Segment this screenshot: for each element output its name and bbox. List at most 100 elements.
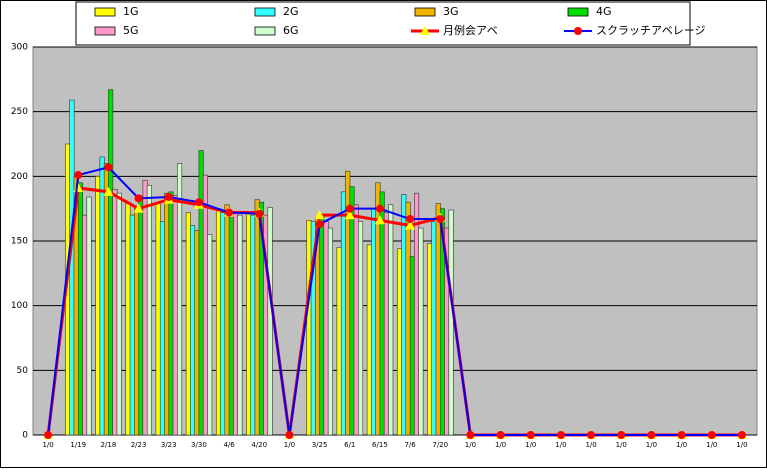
bar [116, 192, 122, 436]
bar [86, 196, 92, 436]
line-marker [405, 220, 416, 230]
bar [215, 208, 222, 436]
legend-label: 月例会アベ [443, 23, 498, 37]
bar [233, 212, 239, 436]
line-marker [314, 210, 325, 220]
legend-label: 5G [123, 24, 139, 37]
y-tick-label: 150 [11, 237, 28, 247]
x-tick-label: 1/0 [736, 441, 747, 449]
x-tick-label: 1/0 [284, 441, 295, 449]
x-tick-label: 7/20 [432, 441, 448, 449]
line-marker [436, 215, 445, 224]
line-marker [526, 431, 535, 439]
bar [353, 204, 359, 436]
bar [112, 188, 118, 436]
bar [190, 225, 196, 436]
line-marker [345, 204, 354, 213]
bar [340, 191, 346, 436]
bar [401, 194, 407, 436]
bar [448, 209, 454, 436]
line-marker [104, 163, 113, 172]
bar [228, 217, 234, 436]
bar [357, 221, 364, 436]
legend-label: 3G [443, 5, 459, 18]
y-tick-label: 0 [22, 431, 28, 441]
bar [172, 195, 178, 436]
y-tick-label: 250 [11, 107, 28, 117]
bar [155, 201, 161, 436]
line-marker [225, 208, 234, 217]
bar [366, 244, 372, 436]
x-tick-label: 1/0 [676, 441, 687, 449]
x-tick-label: 3/25 [312, 441, 328, 449]
line-marker [406, 215, 415, 224]
x-tick-label: 4/6 [223, 441, 235, 449]
line-marker [617, 431, 626, 439]
bar [306, 220, 312, 436]
bar [254, 199, 260, 436]
line-marker [74, 171, 83, 180]
bar [125, 201, 131, 436]
bar [379, 191, 385, 436]
legend-label: 4G [596, 5, 612, 18]
bar [176, 163, 183, 436]
x-tick-label: 3/30 [191, 441, 207, 449]
bar [319, 214, 325, 436]
legend-label: 2G [283, 5, 299, 18]
legend-label: 6G [283, 24, 299, 37]
x-tick-label: 1/0 [616, 441, 627, 449]
bar [396, 248, 403, 436]
bar [383, 212, 389, 436]
line-marker [103, 186, 114, 196]
bar [267, 207, 273, 436]
bar [138, 195, 144, 436]
x-tick-label: 7/6 [404, 441, 416, 449]
bar [405, 201, 411, 436]
bar [250, 214, 256, 436]
bar [198, 150, 204, 436]
line-marker [587, 431, 596, 439]
bar [237, 214, 243, 436]
legend-label: スクラッチアベレージ [596, 24, 706, 37]
x-tick-label: 2/18 [101, 441, 117, 449]
bar [327, 227, 333, 436]
bar [427, 243, 433, 436]
bar [207, 234, 213, 436]
x-tick-label: 1/0 [555, 441, 566, 449]
bar [349, 186, 355, 436]
x-tick-label: 1/0 [525, 441, 536, 449]
legend-marker [420, 26, 430, 35]
x-tick-label: 6/15 [372, 441, 388, 449]
line-marker [255, 209, 264, 218]
x-tick-label: 4/20 [251, 441, 267, 449]
line-marker [375, 204, 384, 213]
line-marker [556, 431, 565, 439]
line-marker [466, 431, 475, 439]
bar [99, 156, 105, 436]
line-marker [374, 215, 385, 225]
x-tick-label: 6/1 [344, 441, 355, 449]
x-tick-label: 1/0 [465, 441, 476, 449]
legend-swatch [94, 7, 116, 17]
x-tick-label: 1/0 [495, 441, 506, 449]
bar [129, 214, 135, 436]
bar [82, 214, 88, 436]
bar [388, 204, 394, 436]
line [47, 166, 742, 436]
line-marker [44, 431, 53, 439]
x-tick-label: 1/0 [585, 441, 596, 449]
bar [142, 179, 148, 436]
x-tick-label: 1/19 [70, 441, 86, 449]
bar [418, 227, 424, 436]
line-marker [677, 431, 686, 439]
bar [168, 191, 174, 436]
legend-swatch [567, 7, 589, 17]
bar [77, 182, 84, 436]
legend-label: 1G [123, 5, 139, 18]
legend-marker [574, 27, 582, 35]
line-marker [134, 194, 143, 203]
x-tick-label: 1/0 [706, 441, 717, 449]
line-marker [707, 431, 716, 439]
legend-swatch [94, 26, 116, 36]
line-marker [285, 431, 294, 439]
